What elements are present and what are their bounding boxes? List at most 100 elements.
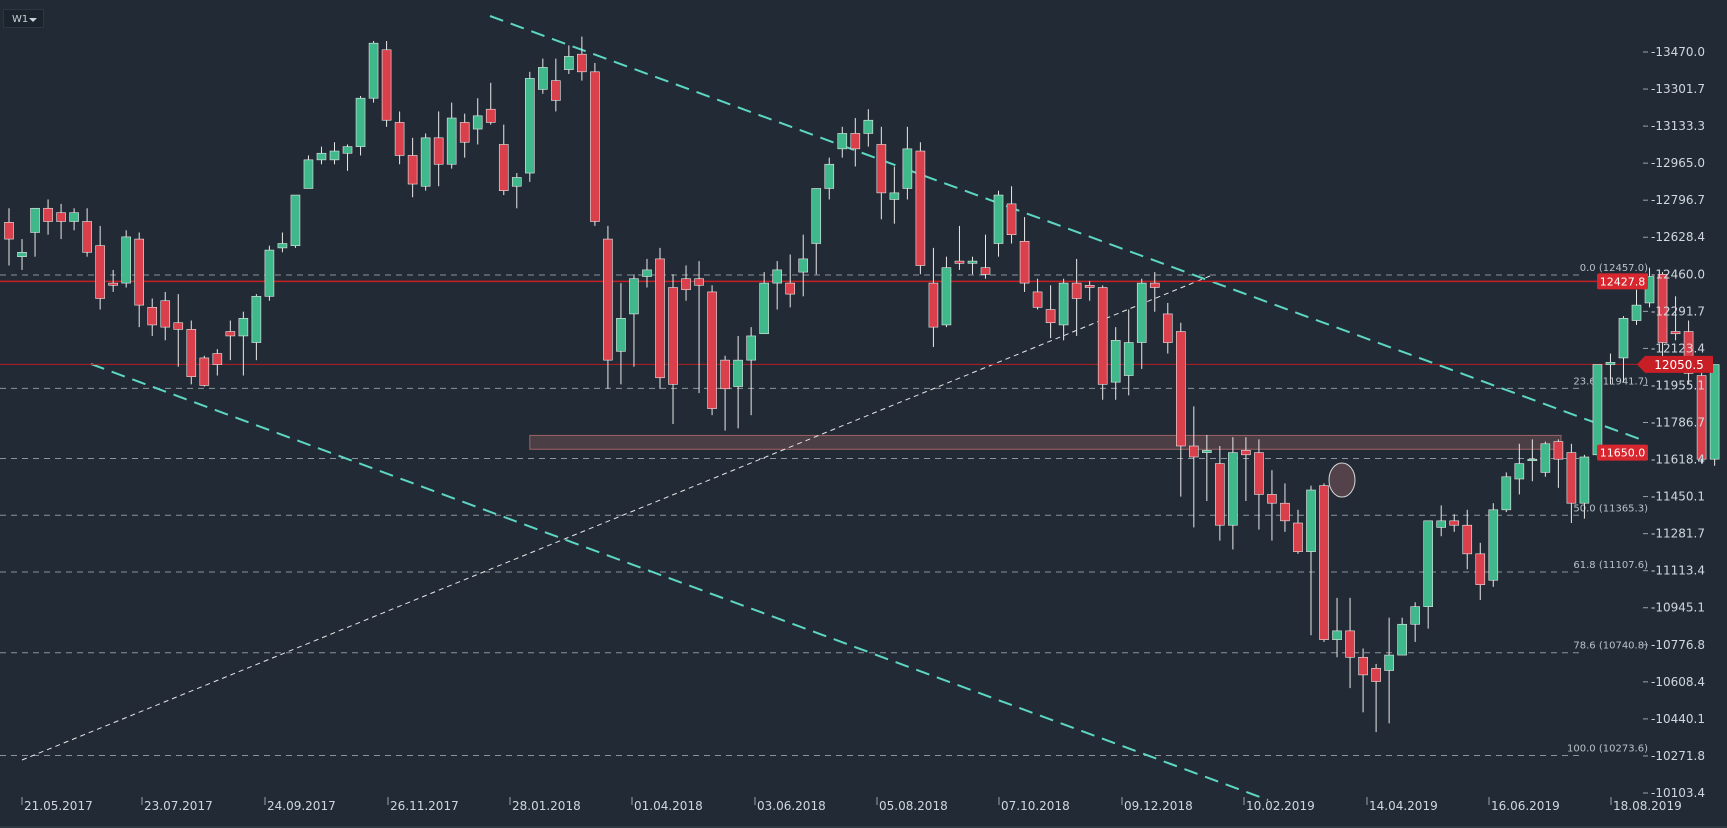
candle-body (1084, 285, 1095, 288)
x-tick-label: 21.05.2017 (24, 799, 93, 813)
candle-body (1293, 522, 1303, 552)
fibonacci-label: 0.0 (12457.0) (1580, 263, 1648, 274)
candle (1358, 648, 1368, 713)
candle-body (264, 249, 275, 297)
candle-body (1371, 667, 1381, 682)
candle-body (746, 335, 756, 361)
candle-body (1488, 509, 1499, 581)
candle-body (134, 238, 144, 306)
candle (1384, 617, 1394, 724)
fibonacci-label: 50.0 (11365.3) (1573, 503, 1648, 514)
candle (1670, 296, 1681, 341)
candle (1306, 485, 1316, 636)
candle-body (889, 192, 900, 200)
candle (1176, 322, 1186, 497)
y-tick-label: -13301.7 (1651, 82, 1705, 96)
candle-body (954, 260, 965, 264)
candle-body (1540, 443, 1551, 473)
candle (134, 232, 144, 328)
candle (1371, 663, 1381, 733)
candle (1527, 439, 1538, 482)
candle (355, 96, 366, 156)
price-level-tag (1637, 355, 1713, 373)
candle (1123, 309, 1134, 396)
candle-body (1670, 331, 1681, 335)
y-tick-label: -13133.3 (1651, 119, 1705, 133)
candle-body (642, 269, 652, 277)
candle-body (1696, 375, 1707, 460)
fibonacci-baseline (21, 275, 1211, 761)
candle (772, 261, 782, 310)
candle-body (1058, 282, 1069, 326)
candle (368, 40, 379, 103)
candle-body (56, 212, 66, 222)
candle (1579, 454, 1590, 519)
candle (69, 208, 79, 231)
candle-body (1280, 502, 1290, 522)
candle (238, 311, 249, 376)
candle-body (277, 243, 288, 249)
candle-body (733, 359, 743, 387)
candle-body (863, 119, 874, 134)
candle-body (1241, 450, 1251, 456)
candle-body (915, 150, 926, 266)
candle (459, 113, 470, 158)
fibonacci-levels: 0.0 (12457.0)23.6 (11941.7)38.250.0 (113… (0, 263, 1648, 757)
candle (342, 144, 353, 171)
x-tick-label: 18.08.2019 (1613, 799, 1682, 813)
candle-body (1332, 630, 1342, 640)
y-tick-label: -11955.1 (1651, 378, 1705, 392)
timeframe-selector[interactable]: W1 (3, 9, 44, 28)
candle (56, 203, 66, 240)
candle-body (928, 282, 939, 328)
candle (1540, 441, 1551, 477)
candle (1189, 406, 1199, 528)
candle (1162, 302, 1173, 354)
y-tick-label: -10271.8 (1651, 749, 1705, 763)
candle-body (30, 207, 40, 233)
candle (1631, 289, 1642, 325)
candle (407, 137, 418, 198)
candle (1553, 439, 1564, 488)
candle-body (1097, 287, 1108, 385)
candle (1280, 483, 1290, 532)
candle-body (1215, 463, 1225, 526)
candle-body (538, 67, 548, 90)
candle-body (1267, 494, 1277, 504)
candle (1345, 597, 1355, 689)
candle-body (1579, 456, 1590, 504)
x-tick-label: 01.04.2018 (634, 799, 703, 813)
candle-body (1644, 276, 1655, 304)
candle (329, 142, 340, 165)
candle-body (1254, 452, 1264, 495)
candle (485, 82, 496, 125)
candle (993, 190, 1004, 257)
candle (1319, 483, 1329, 642)
candle-body (902, 148, 913, 189)
candle (394, 111, 405, 165)
candle-body (590, 71, 600, 222)
candle (212, 349, 223, 376)
price-level-value: 12050.5 (1654, 358, 1704, 372)
candle (420, 133, 431, 191)
candle (1136, 278, 1147, 369)
candle (1514, 443, 1525, 495)
candle-body (1358, 656, 1368, 676)
candle-body (1423, 520, 1433, 607)
candle-body (446, 117, 457, 165)
timeframe-label: W1 (12, 14, 29, 25)
candle-body (1683, 331, 1694, 374)
candle-body (720, 359, 730, 390)
candle-body (1592, 364, 1603, 456)
candle (915, 142, 926, 275)
y-tick-label: -11786.7 (1651, 416, 1705, 430)
candle-body (420, 137, 431, 187)
price-axis: -13470.0 -13301.7 -13133.3 -12965.0 -12796.7… (1643, 45, 1705, 800)
candle (642, 258, 652, 288)
candle-body (199, 357, 210, 386)
candle (30, 207, 40, 257)
candle-body (1618, 318, 1629, 359)
candle (1696, 371, 1707, 464)
candle-body (1605, 362, 1616, 365)
